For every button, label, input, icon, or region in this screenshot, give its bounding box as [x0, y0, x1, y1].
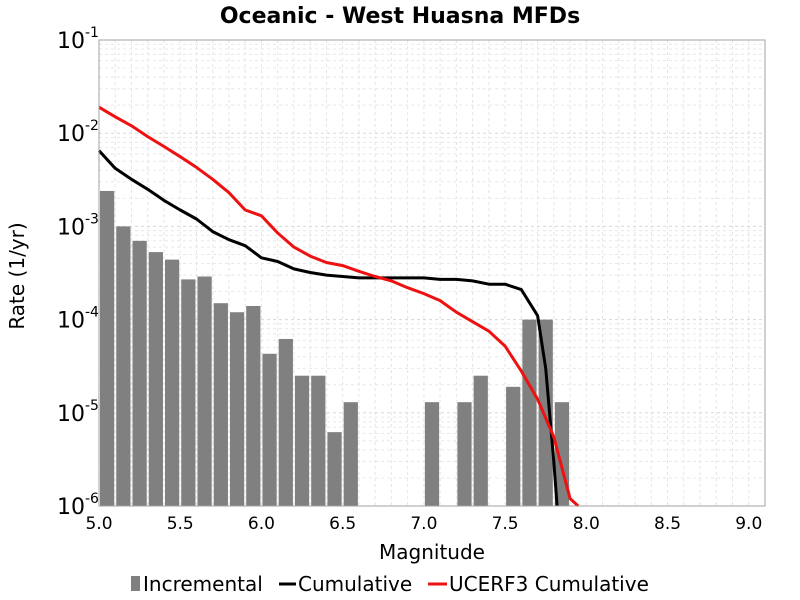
incremental-bar: [522, 319, 537, 506]
x-tick-label: 5.5: [167, 514, 194, 534]
x-axis-label: Magnitude: [379, 540, 485, 564]
incremental-bar: [473, 375, 488, 506]
incremental-bar: [311, 375, 326, 506]
y-tick-label: 10-4: [57, 305, 99, 334]
incremental-bar: [457, 402, 472, 506]
incremental-bar: [278, 338, 293, 506]
incremental-bar: [197, 276, 212, 506]
legend-label-ucerf3: UCERF3 Cumulative: [449, 572, 649, 596]
chart-title: Oceanic - West Huasna MFDs: [220, 4, 580, 29]
y-tick-label: 10-1: [57, 25, 99, 54]
y-axis-ticks: 10-6 10-5 10-4 10-3 10-2 10-1: [57, 25, 99, 520]
incremental-bar: [132, 240, 147, 507]
incremental-bar: [343, 402, 358, 506]
x-axis-ticks: 5.0 5.5 6.0 6.5 7.0 7.5 8.0 8.5 9.0: [85, 514, 762, 534]
incremental-bar: [506, 386, 521, 506]
x-tick-label: 6.5: [329, 514, 356, 534]
incremental-bars: [100, 190, 570, 507]
x-tick-label: 8.5: [654, 514, 681, 534]
y-tick-label: 10-3: [57, 211, 99, 240]
incremental-bar: [164, 259, 180, 506]
x-tick-label: 7.5: [492, 514, 519, 534]
incremental-bar: [148, 252, 163, 506]
incremental-bar: [538, 319, 553, 506]
incremental-bar: [116, 226, 131, 506]
incremental-bar: [246, 305, 261, 506]
x-tick-label: 8.0: [573, 514, 600, 534]
legend-label-incremental: Incremental: [143, 572, 263, 596]
incremental-bar: [294, 375, 310, 506]
y-tick-label: 10-6: [57, 491, 99, 520]
cumulative-lines: [97, 105, 580, 508]
incremental-bar: [213, 303, 228, 506]
legend-swatch-incremental: [131, 576, 140, 591]
incremental-bar: [181, 279, 196, 506]
cumulative-line: [97, 149, 559, 507]
incremental-bar: [262, 353, 277, 506]
x-tick-label: 6.0: [248, 514, 275, 534]
y-axis-label: Rate (1/yr): [5, 222, 29, 329]
x-tick-label: 7.0: [410, 514, 437, 534]
ucerf3-cumulative-line: [98, 105, 580, 508]
plot-border: [98, 39, 766, 507]
y-tick-label: 10-2: [57, 118, 99, 147]
incremental-bar: [229, 312, 245, 506]
legend-label-cumulative: Cumulative: [298, 572, 412, 596]
incremental-bar: [327, 432, 342, 506]
x-tick-label: 9.0: [735, 514, 762, 534]
incremental-bar: [100, 190, 115, 507]
x-tick-label: 5.0: [85, 514, 112, 534]
legend: Incremental Cumulative UCERF3 Cumulative: [131, 572, 649, 596]
y-tick-label: 10-5: [57, 398, 99, 427]
incremental-bar: [424, 402, 440, 506]
